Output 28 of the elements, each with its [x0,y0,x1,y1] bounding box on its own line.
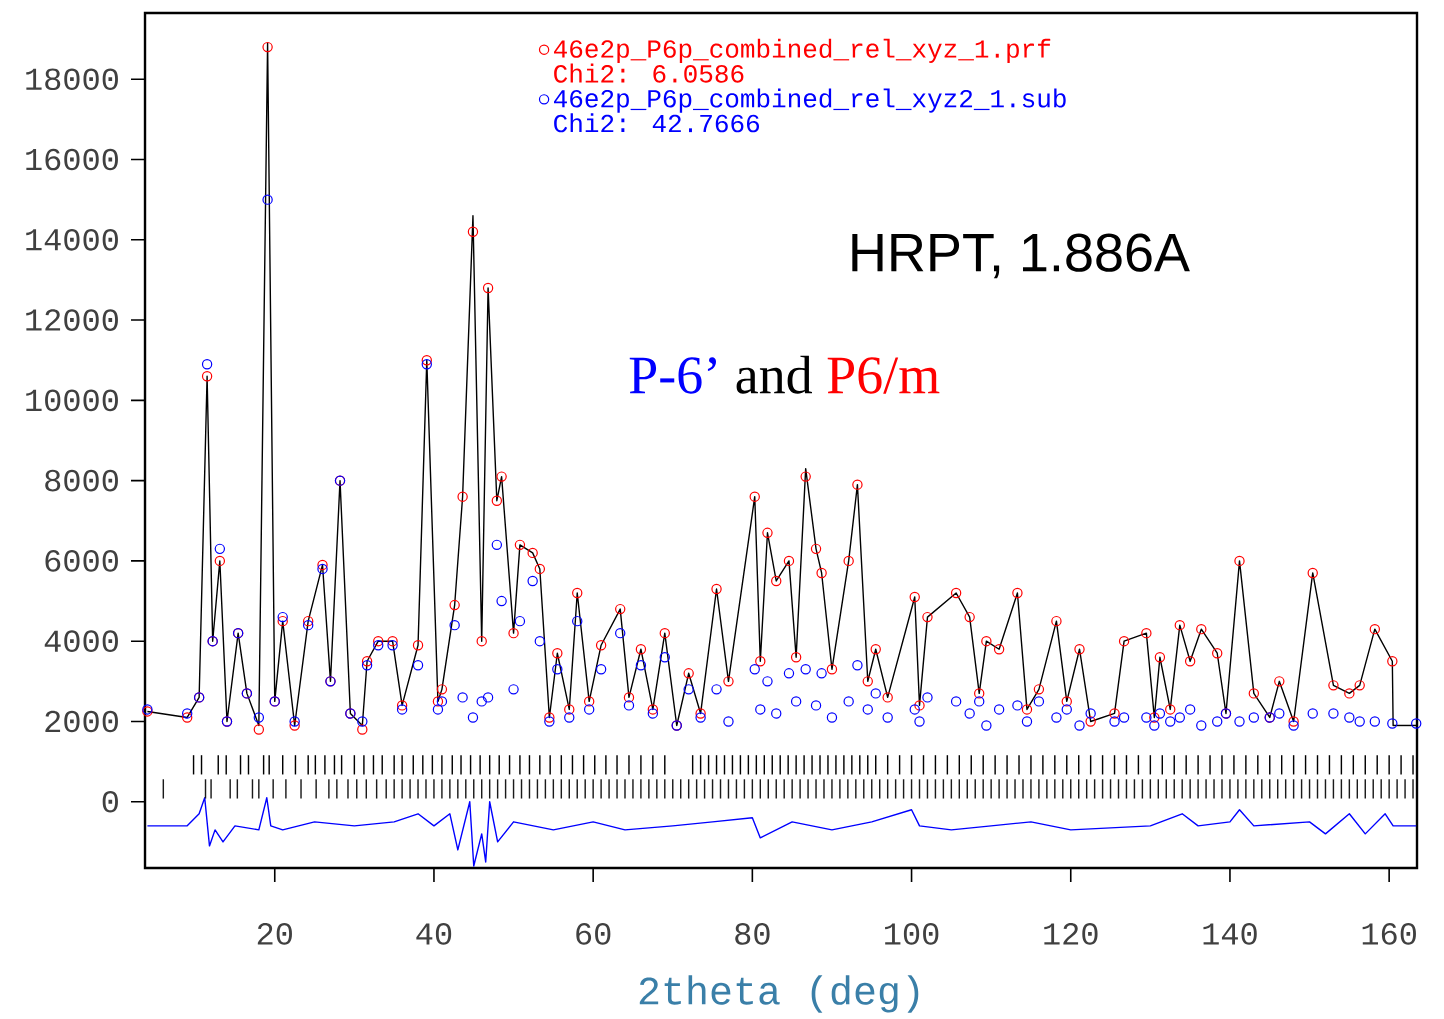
x-axis-title: 2theta (deg) [639,975,919,1013]
x-tick-label: 160 [1362,922,1416,945]
x-tick-label: 140 [1203,922,1257,945]
x-tick-label: 80 [735,922,770,945]
y-tick-label: 8000 [45,469,118,492]
y-tick-label: 10000 [26,389,118,412]
x-tick-label: 60 [576,922,611,945]
line-series [146,796,1417,867]
x-tick-label: 40 [416,922,452,945]
y-tick-label: 16000 [26,148,118,171]
y-tick-label: 6000 [45,549,118,572]
legend-label: 46e2p_P6p_combined_rel_xyz2_1.sub [554,88,1066,113]
y-tick-label: 12000 [26,309,118,331]
y-tick-label: 18000 [26,68,118,90]
annotation: P-6’ [629,357,716,394]
y-tick-label: 0 [102,790,118,813]
y-tick-label: 14000 [26,228,118,251]
y-tick-label: 2000 [45,710,118,733]
x-tick-label: 100 [885,922,939,945]
x-tick-label: 120 [1044,922,1098,945]
annotation: HRPT, 1.886A [852,233,1190,278]
legend-label: 46e2p_P6p_combined_rel_xyz_1.prf [554,38,1051,63]
x-tick-label: 20 [257,922,292,945]
annotation: Chi2: 42.7666 [554,113,760,133]
y-tick-label: 4000 [44,630,118,652]
annotation: Chi2: 6.0586 [554,63,744,83]
annotation: and [736,355,813,394]
annotation: P6/m [827,357,940,394]
